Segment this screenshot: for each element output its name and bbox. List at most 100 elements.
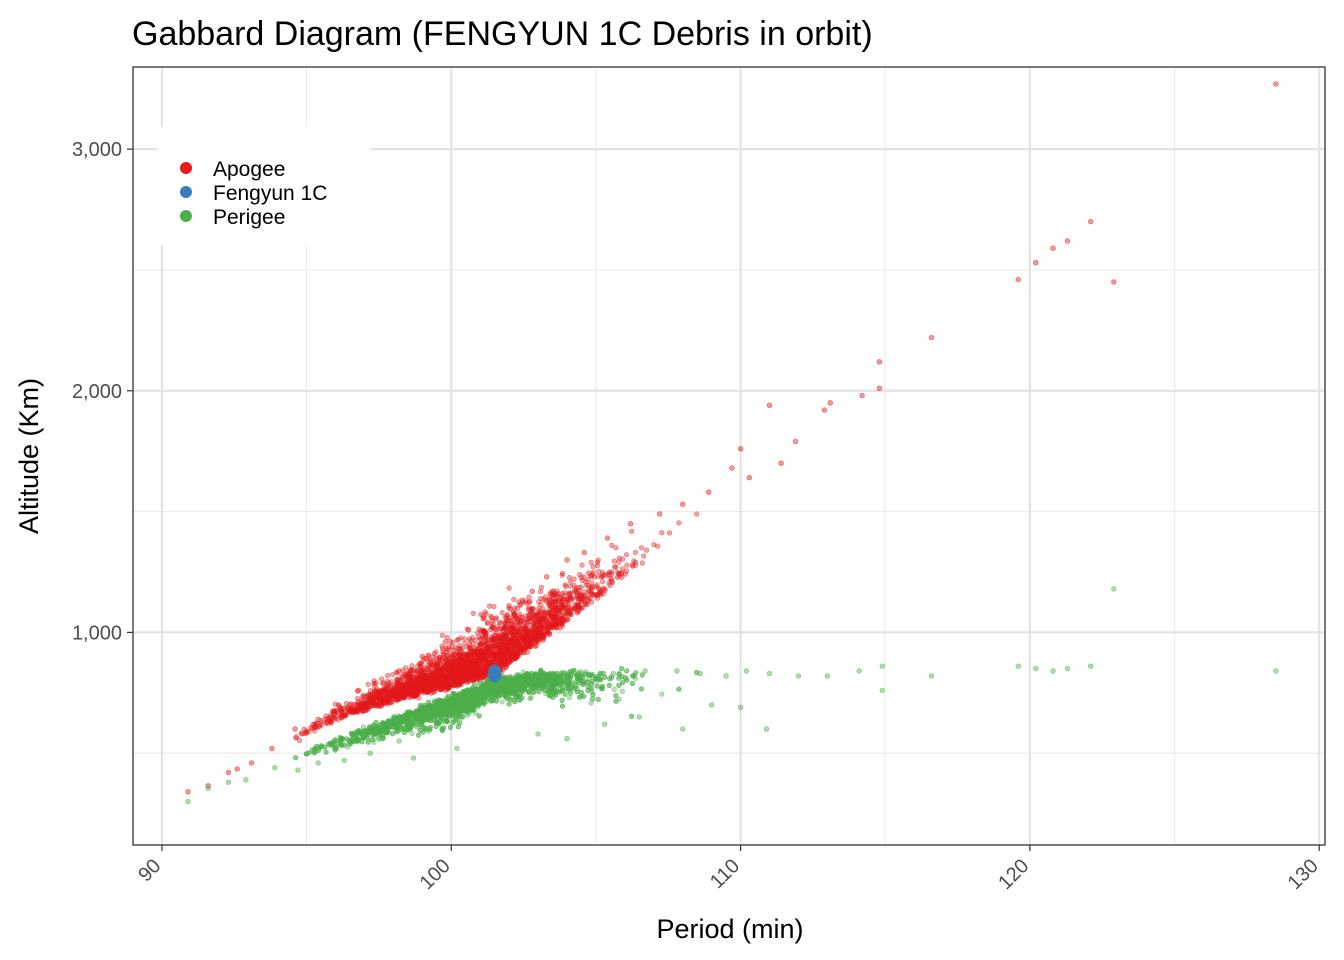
data-point: [373, 688, 380, 695]
data-point: [248, 760, 255, 766]
data-point: [455, 658, 461, 664]
data-point: [599, 579, 606, 585]
data-point: [476, 713, 482, 719]
data-point: [447, 647, 453, 653]
data-point: [529, 621, 536, 627]
data-point: [585, 576, 591, 583]
data-point: [594, 592, 600, 598]
data-point: [567, 594, 573, 601]
data-point: [564, 557, 570, 563]
data-point: [527, 599, 533, 605]
data-point: [594, 582, 600, 588]
data-point: [378, 689, 384, 696]
data-point: [376, 696, 382, 702]
data-point: [527, 643, 533, 650]
data-point: [411, 683, 417, 689]
data-point: [537, 588, 544, 595]
data-point: [543, 574, 550, 580]
data-point: [439, 643, 445, 649]
data-point: [467, 645, 473, 651]
data-point: [445, 652, 451, 659]
chart-title-text: Gabbard Diagram (FENGYUN 1C Debris in or…: [132, 15, 873, 53]
data-point: [705, 489, 712, 495]
data-point: [573, 607, 580, 613]
data-point: [548, 610, 555, 617]
data-point: [385, 672, 391, 679]
data-point: [604, 535, 611, 541]
data-point: [518, 646, 524, 652]
data-point: [452, 670, 459, 676]
data-point: [517, 611, 523, 617]
data-point: [588, 559, 594, 565]
data-point: [390, 672, 396, 678]
data-point: [569, 590, 575, 596]
data-point: [602, 586, 608, 592]
data-point: [506, 585, 512, 591]
data-point: [440, 677, 446, 683]
data-point: [1032, 260, 1039, 266]
data-point: [506, 657, 512, 663]
data-point: [485, 653, 491, 659]
data-point: [335, 702, 342, 708]
data-point: [501, 624, 508, 631]
data-point: [529, 631, 535, 637]
data-point: [502, 634, 509, 640]
data-point: [616, 570, 622, 577]
data-point: [315, 716, 321, 723]
data-point: [488, 643, 495, 649]
data-point: [566, 574, 573, 581]
data-point: [540, 635, 547, 641]
data-point: [499, 609, 505, 616]
data-point: [509, 631, 515, 637]
data-point: [583, 600, 589, 607]
data-point: [483, 635, 489, 641]
data-point: [439, 684, 445, 691]
data-point: [374, 703, 380, 710]
data-point: [566, 695, 573, 701]
data-point: [659, 530, 665, 536]
data-point: [419, 653, 425, 660]
data-point: [557, 594, 563, 600]
data-point: [409, 667, 415, 674]
data-point: [550, 616, 557, 622]
data-point: [563, 608, 569, 615]
data-point: [418, 668, 425, 674]
data-point: [365, 681, 371, 687]
data-point: [597, 587, 603, 593]
data-point: [450, 652, 456, 658]
data-point: [579, 562, 585, 568]
data-point: [394, 676, 400, 683]
data-point: [643, 547, 650, 553]
data-point: [482, 609, 488, 615]
data-point: [543, 598, 549, 604]
data-point: [518, 626, 524, 632]
data-point: [659, 691, 665, 697]
data-point: [528, 615, 534, 622]
data-point: [511, 596, 517, 603]
data-point: [613, 564, 619, 570]
data-point: [417, 673, 423, 679]
data-point: [628, 528, 635, 534]
data-point: [312, 724, 318, 731]
data-point: [1273, 81, 1279, 87]
data-point: [335, 716, 341, 723]
data-point: [528, 607, 534, 613]
data-point: [225, 769, 232, 776]
data-point: [364, 699, 371, 705]
data-point: [465, 677, 472, 683]
data-point: [432, 686, 438, 692]
data-point: [551, 621, 557, 628]
data-point: [609, 542, 615, 549]
data-point: [472, 637, 479, 643]
data-point: [470, 610, 476, 617]
data-point: [666, 530, 673, 536]
data-point: [489, 615, 495, 621]
data-point: [598, 574, 605, 580]
data-point: [499, 699, 505, 705]
data-point: [547, 591, 554, 598]
data-point: [439, 656, 445, 662]
data-point: [497, 620, 503, 626]
data-point: [442, 639, 449, 645]
data-point: [656, 511, 663, 517]
